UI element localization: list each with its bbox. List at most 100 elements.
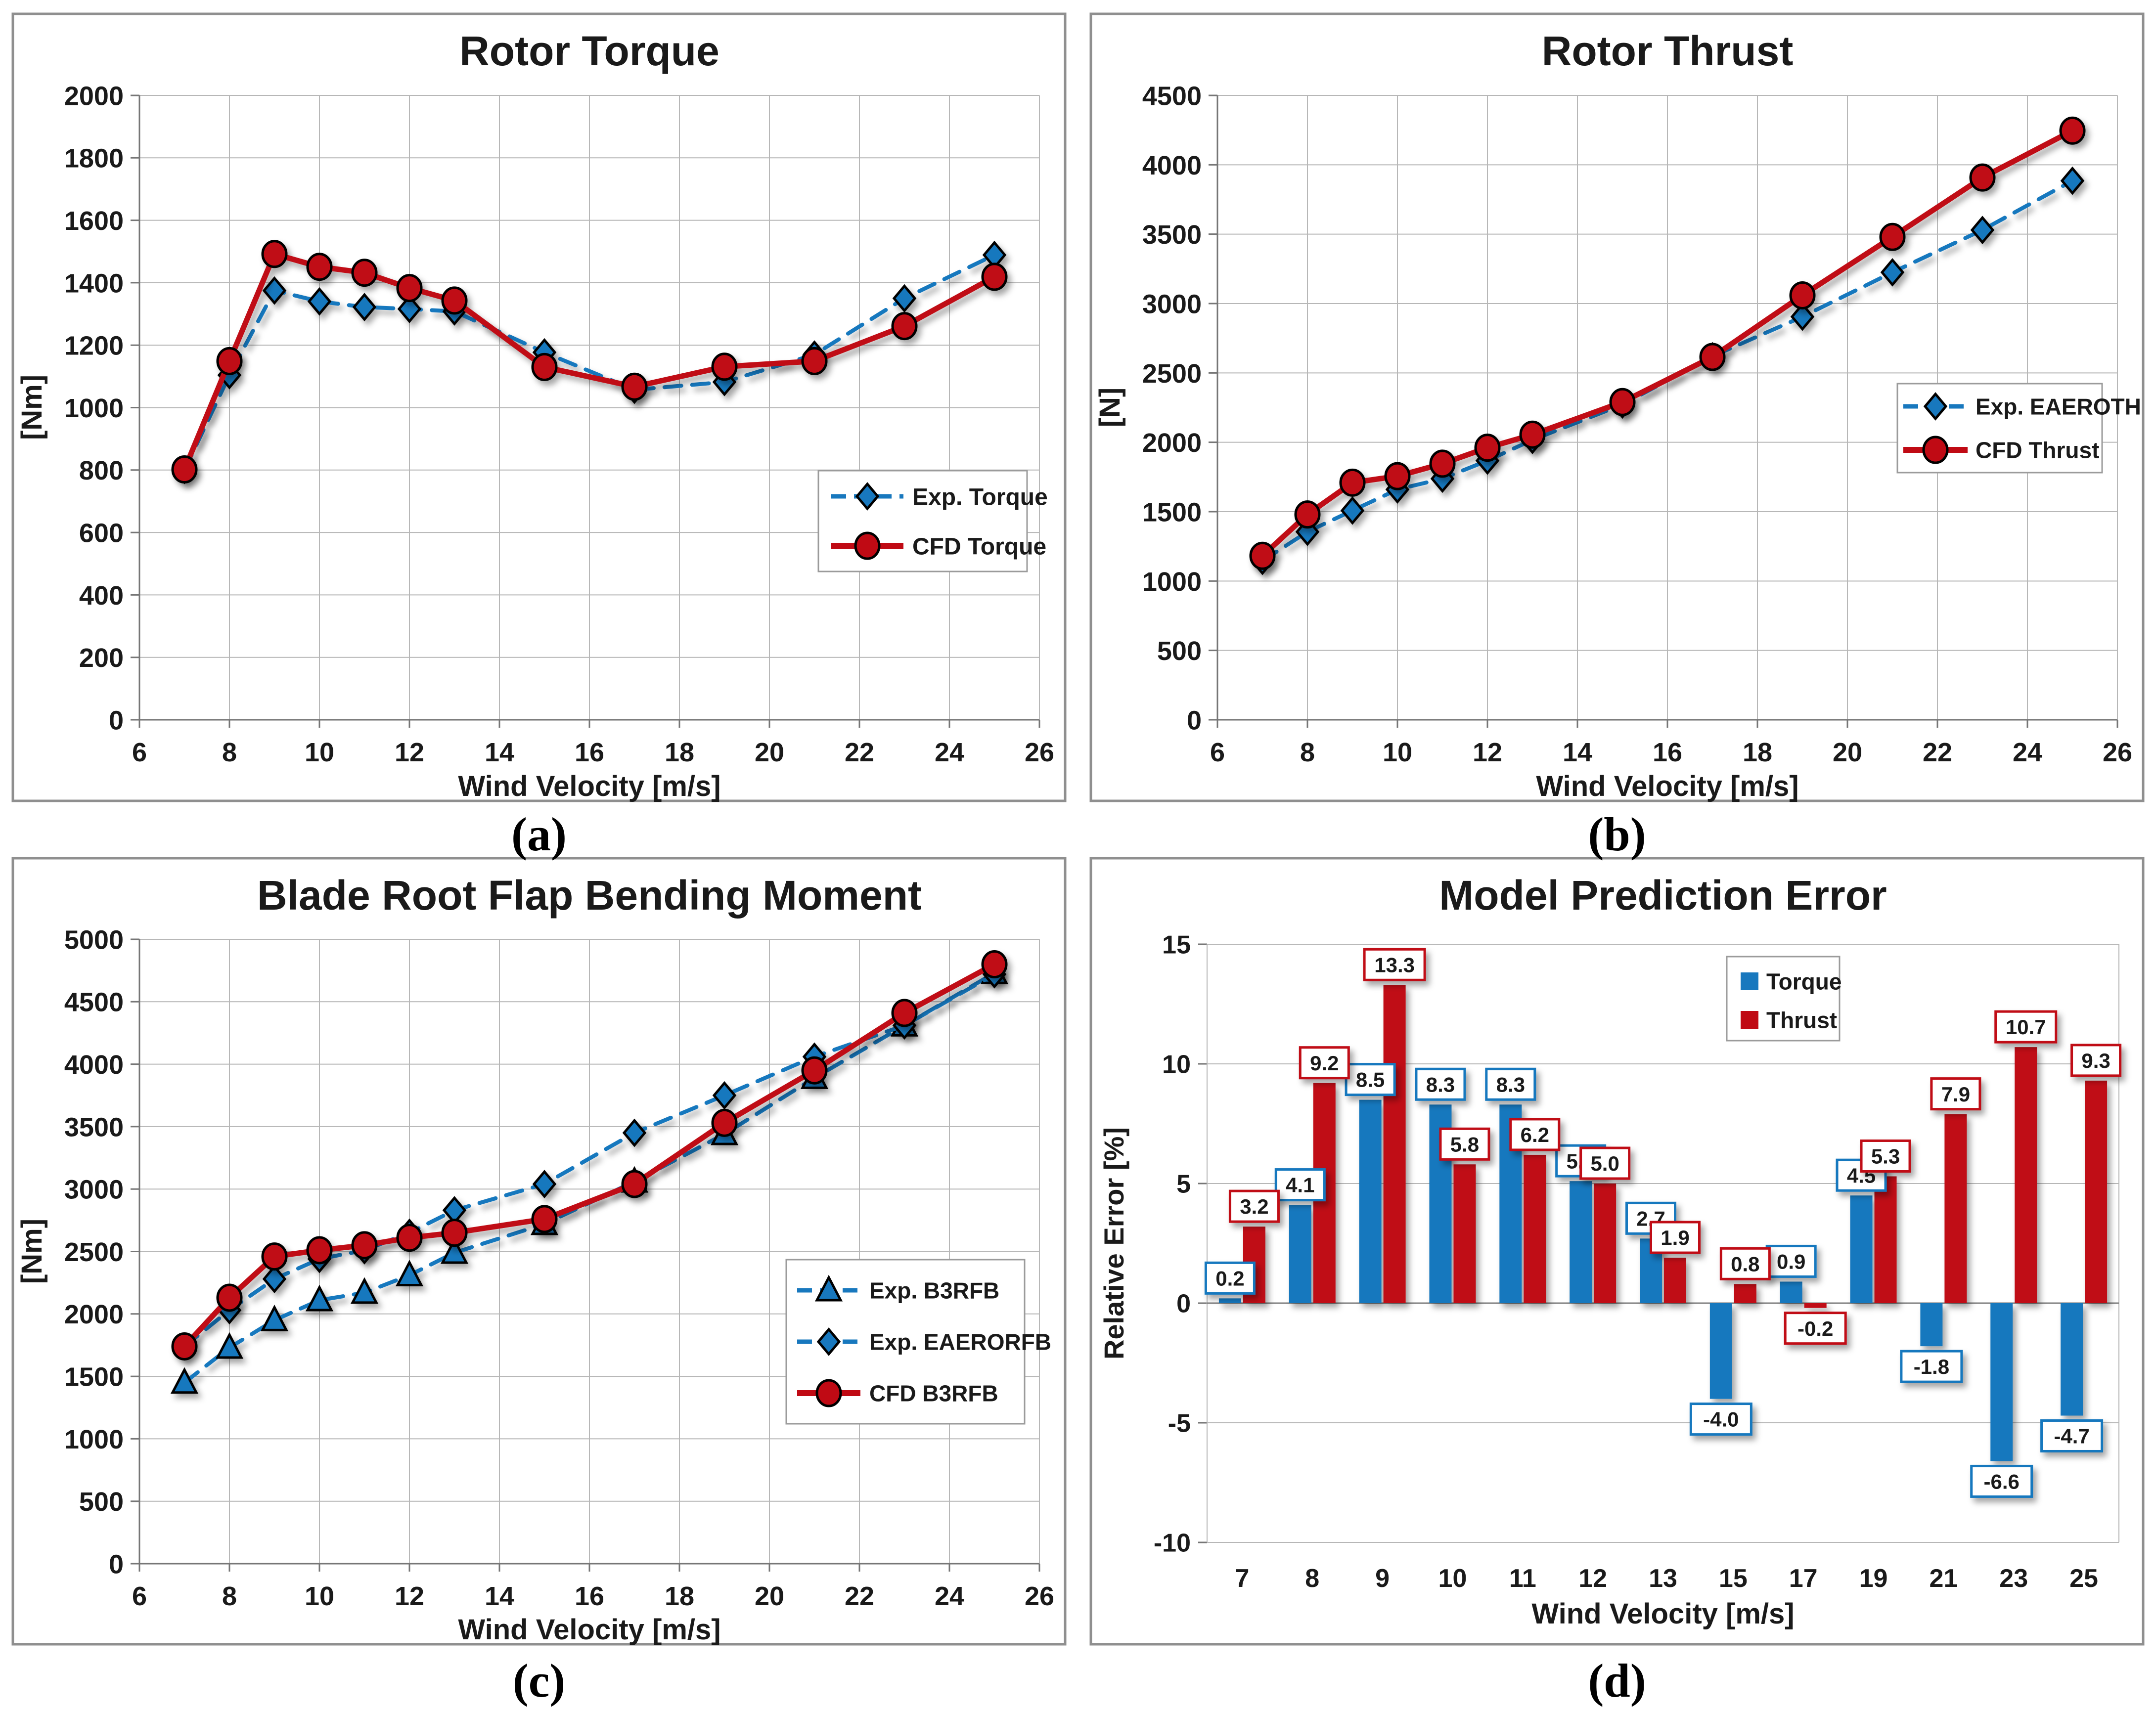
x-tick-label: 24 xyxy=(935,1581,964,1611)
x-tick-label: 10 xyxy=(1383,738,1412,767)
chart-title: Blade Root Flap Bending Moment xyxy=(257,872,922,919)
x-axis-title: Wind Velocity [m/s] xyxy=(1536,770,1798,802)
x-tick-label: 17 xyxy=(1789,1564,1818,1593)
y-tick-label: 15 xyxy=(1162,931,1191,960)
y-tick-label: 500 xyxy=(79,1487,124,1517)
y-tick-label: -10 xyxy=(1154,1529,1191,1558)
bar-Thrust-12 xyxy=(1594,1184,1617,1303)
bar-Torque-8 xyxy=(1289,1205,1311,1303)
x-tick-label: 22 xyxy=(845,738,874,767)
data-label: -4.7 xyxy=(2054,1425,2089,1448)
y-tick-label: 500 xyxy=(1157,636,1202,666)
data-label: 0.2 xyxy=(1215,1267,1244,1290)
y-tick-label: 0 xyxy=(109,1549,124,1579)
y-tick-label: 1500 xyxy=(1142,497,1202,527)
series-CFD Thrust xyxy=(1249,116,2086,570)
caption-a: (a) xyxy=(511,808,567,861)
bar-Torque-19 xyxy=(1850,1195,1873,1303)
y-tick-label: 3000 xyxy=(64,1175,124,1205)
x-tick-label: 12 xyxy=(1578,1564,1607,1593)
bar-Torque-9 xyxy=(1359,1099,1382,1303)
x-tick-label: 24 xyxy=(2013,738,2042,767)
data-label: -4.0 xyxy=(1703,1408,1739,1431)
legend-label: Thrust xyxy=(1766,1008,1837,1033)
legend-label: CFD Thrust xyxy=(1976,438,2099,463)
x-tick-label: 6 xyxy=(132,1581,147,1611)
chart-title: Model Prediction Error xyxy=(1439,872,1886,919)
y-tick-label: 2000 xyxy=(1142,428,1202,458)
y-tick-label: 1200 xyxy=(64,331,124,361)
x-tick-label: 10 xyxy=(1438,1564,1467,1593)
y-tick-label: 10 xyxy=(1162,1051,1191,1079)
bar-Thrust-11 xyxy=(1524,1154,1546,1303)
x-tick-label: 19 xyxy=(1859,1564,1888,1593)
data-label: 9.3 xyxy=(2081,1049,2110,1072)
y-tick-label: 2000 xyxy=(64,1300,124,1329)
x-tick-label: 7 xyxy=(1235,1564,1249,1593)
legend-label: Exp. Torque xyxy=(912,484,1048,510)
y-tick-label: 2500 xyxy=(1142,359,1202,389)
x-tick-label: 14 xyxy=(485,1581,514,1611)
bar-Thrust-21 xyxy=(1944,1114,1967,1303)
bar-Torque-12 xyxy=(1570,1181,1592,1303)
data-label: 5.3 xyxy=(1871,1145,1900,1168)
data-label: 5.8 xyxy=(1450,1133,1479,1156)
x-tick-label: 26 xyxy=(1025,1581,1054,1611)
chart-rotor-thrust: Rotor Thrust 6 8 10 12 14 16 18 20 22 24 26 0 500 1000… xyxy=(1078,0,2156,855)
data-label: 8.5 xyxy=(1356,1068,1385,1092)
legend-label: CFD Torque xyxy=(912,533,1046,560)
legend-label: Torque xyxy=(1766,969,1842,995)
data-label: 0.8 xyxy=(1731,1252,1759,1275)
data-label: 9.2 xyxy=(1310,1052,1339,1075)
x-tick-label: 8 xyxy=(1300,738,1315,767)
x-tick-label: 20 xyxy=(755,738,784,767)
bar-Torque-17 xyxy=(1780,1281,1802,1303)
data-labels-Thrust: 3.2 9.2 13.3 5.8 6.2 5.0 1.9 0.8 -0.2 5.3 7.9 10.7 9… xyxy=(1228,948,2122,1345)
legend-label: CFD B3RFB xyxy=(869,1381,998,1406)
y-axis-title: Relative Error [%] xyxy=(1098,1127,1129,1360)
y-tick-label: 4500 xyxy=(1142,81,1202,111)
data-label: 10.7 xyxy=(2006,1015,2046,1039)
y-tick-label: 1500 xyxy=(64,1362,124,1392)
legend: Exp. Torque CFD Torque xyxy=(817,470,1048,572)
y-tick-label: 4500 xyxy=(64,988,124,1017)
x-axis-title: Wind Velocity [m/s] xyxy=(458,1614,720,1646)
y-tick-label: 0 xyxy=(1176,1290,1191,1318)
x-tick-label: 26 xyxy=(2103,738,2132,767)
bar-Torque-21 xyxy=(1920,1303,1943,1347)
data-label: 6.2 xyxy=(1521,1123,1549,1146)
x-tick-label: 8 xyxy=(1305,1564,1319,1593)
data-label: -1.8 xyxy=(1914,1355,1949,1378)
x-tick-label: 14 xyxy=(485,738,514,767)
x-tick-label: 10 xyxy=(305,738,334,767)
data-label: -6.6 xyxy=(1984,1470,2020,1493)
legend-label: Exp. B3RFB xyxy=(869,1278,999,1304)
panel-border xyxy=(1089,857,2145,1646)
y-tick-label: 5000 xyxy=(64,925,124,955)
bar-Thrust-10 xyxy=(1453,1164,1476,1303)
bar-Thrust-25 xyxy=(2085,1080,2108,1303)
caption-d: (d) xyxy=(1588,1654,1646,1707)
bar-Thrust-23 xyxy=(2015,1047,2037,1303)
bar-Torque-25 xyxy=(2061,1303,2083,1416)
x-tick-label: 14 xyxy=(1563,738,1592,767)
x-tick-label: 11 xyxy=(1509,1564,1536,1593)
data-label: 3.2 xyxy=(1240,1195,1268,1218)
legend-label: Exp. EAERORFB xyxy=(869,1329,1051,1355)
y-tick-label: 1000 xyxy=(64,1425,124,1454)
x-tick-label: 18 xyxy=(665,738,694,767)
x-tick-label: 8 xyxy=(222,738,237,767)
chart-rotor-torque: Rotor Torque 6 8 10 12 14 16 18 20 22 24 26 0 200 400 6… xyxy=(0,0,1078,855)
y-tick-label: 1400 xyxy=(64,268,124,298)
x-axis-title: Wind Velocity [m/s] xyxy=(1531,1598,1794,1630)
chart-title: Rotor Thrust xyxy=(1542,28,1794,74)
series-CFD Torque xyxy=(171,240,1008,484)
x-tick-label: 22 xyxy=(1923,738,1952,767)
y-tick-label: 5 xyxy=(1176,1170,1191,1199)
y-tick-label: 200 xyxy=(79,643,124,673)
bar-Thrust-17 xyxy=(1804,1303,1827,1308)
y-tick-label: 0 xyxy=(1187,705,1202,735)
legend: Exp. B3RFB Exp. EAERORFB CFD B3RFB xyxy=(785,1259,1051,1425)
x-tick-label: 18 xyxy=(1743,738,1772,767)
